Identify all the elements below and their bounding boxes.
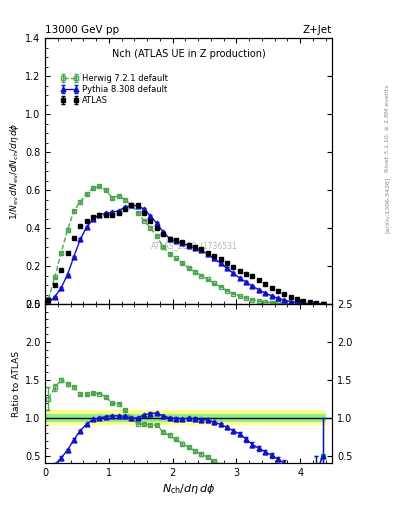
Bar [77,410,83,425]
Bar [224,414,230,421]
Bar [90,410,96,425]
Bar [71,414,77,421]
Bar [262,410,268,425]
Bar [128,410,134,425]
Bar [287,410,294,425]
Bar [198,410,205,425]
Bar [134,410,141,425]
Bar [58,410,64,425]
Bar [249,410,255,425]
Bar [51,414,58,421]
Bar [230,414,237,421]
Bar [147,410,154,425]
Bar [307,414,313,421]
Bar [173,410,179,425]
Bar [173,414,179,421]
Bar [128,414,134,421]
Bar [154,410,160,425]
Bar [294,410,300,425]
Bar [77,414,83,421]
Text: Rivet 3.1.10, ≥ 2.8M events: Rivet 3.1.10, ≥ 2.8M events [385,84,389,172]
Bar [179,414,185,421]
Bar [255,410,262,425]
Bar [185,410,192,425]
Text: Z+Jet: Z+Jet [303,25,332,35]
Bar [224,410,230,425]
Bar [243,410,249,425]
Bar [313,410,320,425]
Bar [313,414,320,421]
Bar [64,414,71,421]
Bar [122,414,128,421]
Bar [192,410,198,425]
Text: ATLAS_2019_I1736531: ATLAS_2019_I1736531 [151,241,238,250]
Bar [179,410,185,425]
Bar [134,414,141,421]
Text: Nch (ATLAS UE in Z production): Nch (ATLAS UE in Z production) [112,49,266,59]
Bar [160,414,166,421]
Bar [243,414,249,421]
Y-axis label: Ratio to ATLAS: Ratio to ATLAS [12,351,21,417]
Bar [237,414,243,421]
Y-axis label: $1/N_{\rm ev}\,dN_{\rm ev}/dN_{\rm ch}/d\eta\,d\phi$: $1/N_{\rm ev}\,dN_{\rm ev}/dN_{\rm ch}/d… [8,122,21,220]
Bar [300,414,307,421]
Bar [262,414,268,421]
Bar [294,414,300,421]
Bar [83,410,90,425]
Bar [300,410,307,425]
Text: [arXiv:1306.3436]: [arXiv:1306.3436] [385,177,389,233]
Bar [45,414,51,421]
Bar [103,410,109,425]
Bar [230,410,237,425]
Bar [287,414,294,421]
Bar [109,410,115,425]
Bar [217,414,224,421]
Bar [198,414,205,421]
Bar [58,414,64,421]
X-axis label: $N_{\rm ch}/d\eta\,d\phi$: $N_{\rm ch}/d\eta\,d\phi$ [162,482,215,497]
Bar [122,410,128,425]
Bar [192,414,198,421]
Bar [320,410,326,425]
Legend: Herwig 7.2.1 default, Pythia 8.308 default, ATLAS: Herwig 7.2.1 default, Pythia 8.308 defau… [57,70,171,108]
Bar [147,414,154,421]
Bar [166,410,173,425]
Bar [141,414,147,421]
Text: 13000 GeV pp: 13000 GeV pp [45,25,119,35]
Bar [281,410,287,425]
Bar [166,414,173,421]
Bar [217,410,224,425]
Bar [307,410,313,425]
Bar [96,414,103,421]
Bar [71,410,77,425]
Bar [249,414,255,421]
Bar [160,410,166,425]
Bar [141,410,147,425]
Bar [96,410,103,425]
Bar [109,414,115,421]
Bar [205,410,211,425]
Bar [115,410,122,425]
Bar [268,414,275,421]
Bar [45,410,51,425]
Bar [51,410,58,425]
Bar [255,414,262,421]
Bar [115,414,122,421]
Bar [237,410,243,425]
Bar [281,414,287,421]
Bar [205,414,211,421]
Bar [103,414,109,421]
Bar [268,410,275,425]
Bar [64,410,71,425]
Bar [185,414,192,421]
Bar [275,414,281,421]
Bar [211,414,217,421]
Bar [211,410,217,425]
Bar [154,414,160,421]
Bar [320,414,326,421]
Bar [83,414,90,421]
Bar [275,410,281,425]
Bar [90,414,96,421]
